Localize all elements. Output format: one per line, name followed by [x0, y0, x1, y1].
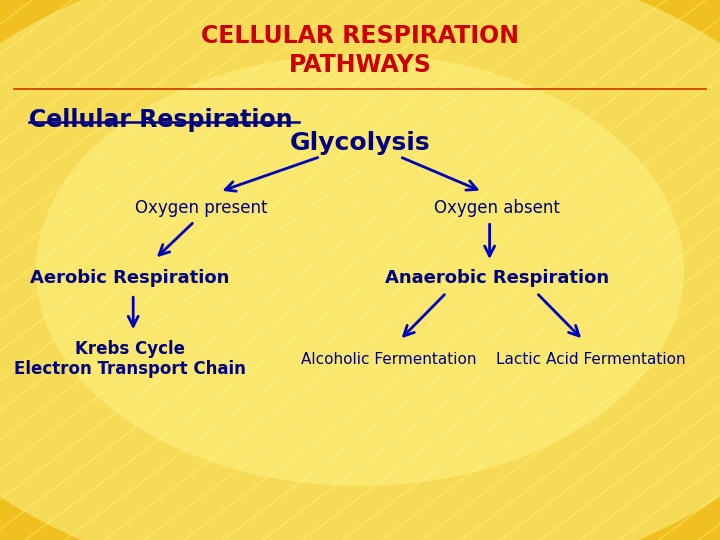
Ellipse shape [36, 54, 684, 486]
Text: CELLULAR RESPIRATION
PATHWAYS: CELLULAR RESPIRATION PATHWAYS [201, 24, 519, 77]
Text: Cellular Respiration: Cellular Respiration [29, 108, 292, 132]
Text: Oxygen present: Oxygen present [135, 199, 268, 217]
Text: Krebs Cycle
Electron Transport Chain: Krebs Cycle Electron Transport Chain [14, 340, 246, 379]
Text: Glycolysis: Glycolysis [289, 131, 431, 155]
Text: Aerobic Respiration: Aerobic Respiration [30, 269, 229, 287]
Text: Lactic Acid Fermentation: Lactic Acid Fermentation [495, 352, 685, 367]
Text: Oxygen absent: Oxygen absent [434, 199, 559, 217]
Text: Anaerobic Respiration: Anaerobic Respiration [384, 269, 609, 287]
Text: Alcoholic Fermentation: Alcoholic Fermentation [301, 352, 477, 367]
